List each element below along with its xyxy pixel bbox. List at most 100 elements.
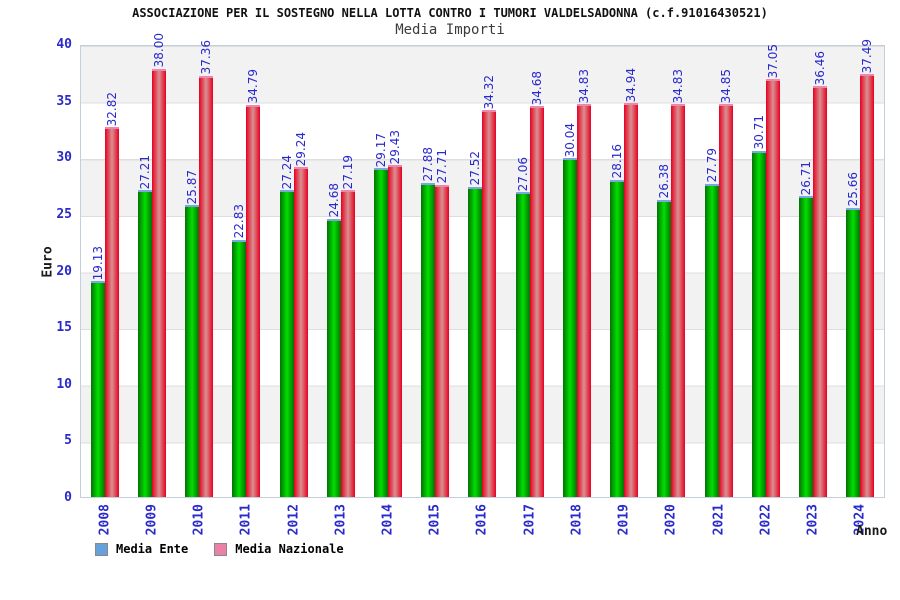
x-tick-label: 2015 [427, 504, 443, 536]
bar-media-nazionale: 34.68 [529, 71, 544, 497]
bar-value-label: 26.71 [799, 160, 814, 195]
bar-media-nazionale: 36.46 [813, 51, 828, 497]
x-tick-label: 2023 [805, 504, 821, 536]
bar-value-label: 38.00 [151, 33, 166, 68]
bar-media-ente: 26.71 [799, 161, 814, 497]
bar-media-nazionale: 34.85 [718, 69, 733, 497]
y-tick-label: 15 [56, 320, 72, 336]
bar-media-nazionale: 27.19 [340, 155, 355, 497]
bar-media-nazionale: 27.71 [435, 149, 450, 497]
x-tick-label: 2014 [380, 504, 396, 536]
bar-group: 25.87 37.36 2010 [175, 40, 222, 535]
bar-value-label: 34.85 [718, 68, 733, 104]
bar-media-nazionale: 34.83 [576, 69, 591, 497]
y-tick-label: 30 [56, 150, 72, 166]
bar-media-ente: 26.38 [657, 164, 672, 497]
bar-media-ente: 30.71 [751, 115, 766, 497]
bar-media-nazionale: 34.32 [482, 75, 497, 497]
bar-media-nazionale: 34.94 [624, 68, 639, 497]
legend-swatch [214, 542, 228, 556]
bar-value-label: 19.13 [90, 245, 105, 281]
bar-value-label: 36.46 [813, 50, 828, 85]
x-tick-label: 2009 [144, 504, 160, 536]
bar-media-nazionale: 29.43 [388, 130, 403, 497]
bar-value-label: 34.32 [482, 74, 497, 110]
y-tick-label: 0 [64, 490, 72, 505]
y-tick-label: 40 [56, 37, 72, 52]
legend-label: Media Ente [116, 542, 189, 556]
chart-title: ASSOCIAZIONE PER IL SOSTEGNO NELLA LOTTA… [132, 6, 768, 20]
bar-value-label: 37.05 [765, 43, 780, 79]
legend-item: Media Nazionale [214, 542, 344, 556]
legend-label: Media Nazionale [235, 542, 344, 556]
bar-value-label: 27.21 [137, 154, 152, 190]
x-tick-label: 2022 [758, 504, 774, 536]
bar-value-label: 37.36 [199, 40, 214, 75]
bar-media-nazionale: 38.00 [151, 33, 166, 497]
bar-value-label: 28.16 [610, 144, 625, 179]
bar-group: 22.83 34.79 2011 [223, 46, 270, 535]
bar-media-nazionale: 34.79 [246, 69, 261, 497]
x-tick-label: 2013 [333, 504, 349, 536]
bar-media-ente: 19.13 [90, 246, 105, 497]
y-tick-label: 10 [56, 376, 72, 392]
bar-media-ente: 25.66 [846, 172, 861, 497]
bar-group: 27.79 34.85 2021 [695, 46, 742, 535]
bar-media-nazionale: 32.82 [104, 92, 119, 497]
bar-group: 19.13 32.82 2008 [81, 46, 128, 535]
bar-value-label: 29.24 [293, 131, 308, 167]
chart-subtitle: Media Importi [395, 22, 505, 38]
bar-value-label: 26.38 [657, 164, 672, 199]
y-tick-label: 20 [56, 263, 72, 279]
bar-value-label: 34.83 [671, 68, 686, 104]
bar-media-ente: 22.83 [232, 204, 247, 497]
bar-group: 27.06 34.68 2017 [506, 46, 553, 535]
bar-media-ente: 28.16 [610, 144, 625, 497]
bar-value-label: 27.52 [468, 151, 483, 186]
bar-group: 30.71 37.05 2022 [742, 44, 789, 535]
bar-value-label: 29.43 [388, 129, 403, 165]
legend-swatch [95, 542, 108, 556]
bar-group: 27.21 38.00 2009 [128, 33, 175, 535]
x-tick-label: 2010 [191, 504, 207, 536]
bar-value-label: 29.17 [374, 132, 389, 168]
bar-media-ente: 27.06 [515, 157, 530, 497]
x-tick-label: 2012 [286, 504, 302, 536]
x-tick-label: 2021 [711, 504, 727, 536]
bar-value-label: 25.66 [846, 172, 861, 207]
x-tick-label: 2011 [238, 504, 254, 536]
bar-value-label: 32.82 [104, 91, 119, 126]
bar-value-label: 27.06 [515, 156, 530, 191]
bar-value-label: 22.83 [232, 204, 247, 239]
bar-media-ente: 27.24 [279, 155, 294, 497]
bar-value-label: 34.68 [529, 70, 544, 105]
bar-value-label: 34.83 [576, 68, 591, 104]
bar-value-label: 27.24 [279, 154, 294, 189]
y-axis: 0 5 10 15 20 25 30 35 40 [0, 37, 76, 505]
bar-group: 26.38 34.83 2020 [648, 46, 695, 535]
x-tick-label: 2017 [522, 504, 538, 536]
bar-group: 29.17 29.43 2014 [364, 46, 411, 535]
bar-media-nazionale: 37.05 [765, 44, 780, 497]
bar-group: 25.66 37.49 2024 [837, 39, 884, 535]
bar-value-label: 30.04 [562, 122, 577, 158]
bar-group: 28.16 34.94 2019 [601, 46, 648, 535]
bar-value-label: 34.79 [246, 69, 261, 104]
bar-media-ente: 29.17 [374, 133, 389, 497]
y-tick-label: 5 [64, 433, 72, 449]
bar-value-label: 37.49 [860, 38, 875, 74]
bar-group: 27.24 29.24 2012 [270, 46, 317, 535]
bar-value-label: 25.87 [185, 169, 200, 205]
x-tick-label: 2019 [616, 504, 632, 536]
bar-value-label: 27.88 [421, 147, 436, 182]
y-tick-label: 35 [56, 93, 72, 109]
bar-value-label: 27.19 [340, 155, 355, 190]
x-tick-label: 2018 [569, 504, 585, 536]
x-tick-label: 2016 [474, 504, 490, 536]
bar-media-ente: 30.04 [562, 123, 577, 497]
bar-value-label: 27.71 [435, 149, 450, 184]
bar-value-label: 30.71 [751, 115, 766, 150]
bar-value-label: 27.79 [704, 148, 719, 183]
legend: Media Ente Media Nazionale [95, 542, 344, 556]
